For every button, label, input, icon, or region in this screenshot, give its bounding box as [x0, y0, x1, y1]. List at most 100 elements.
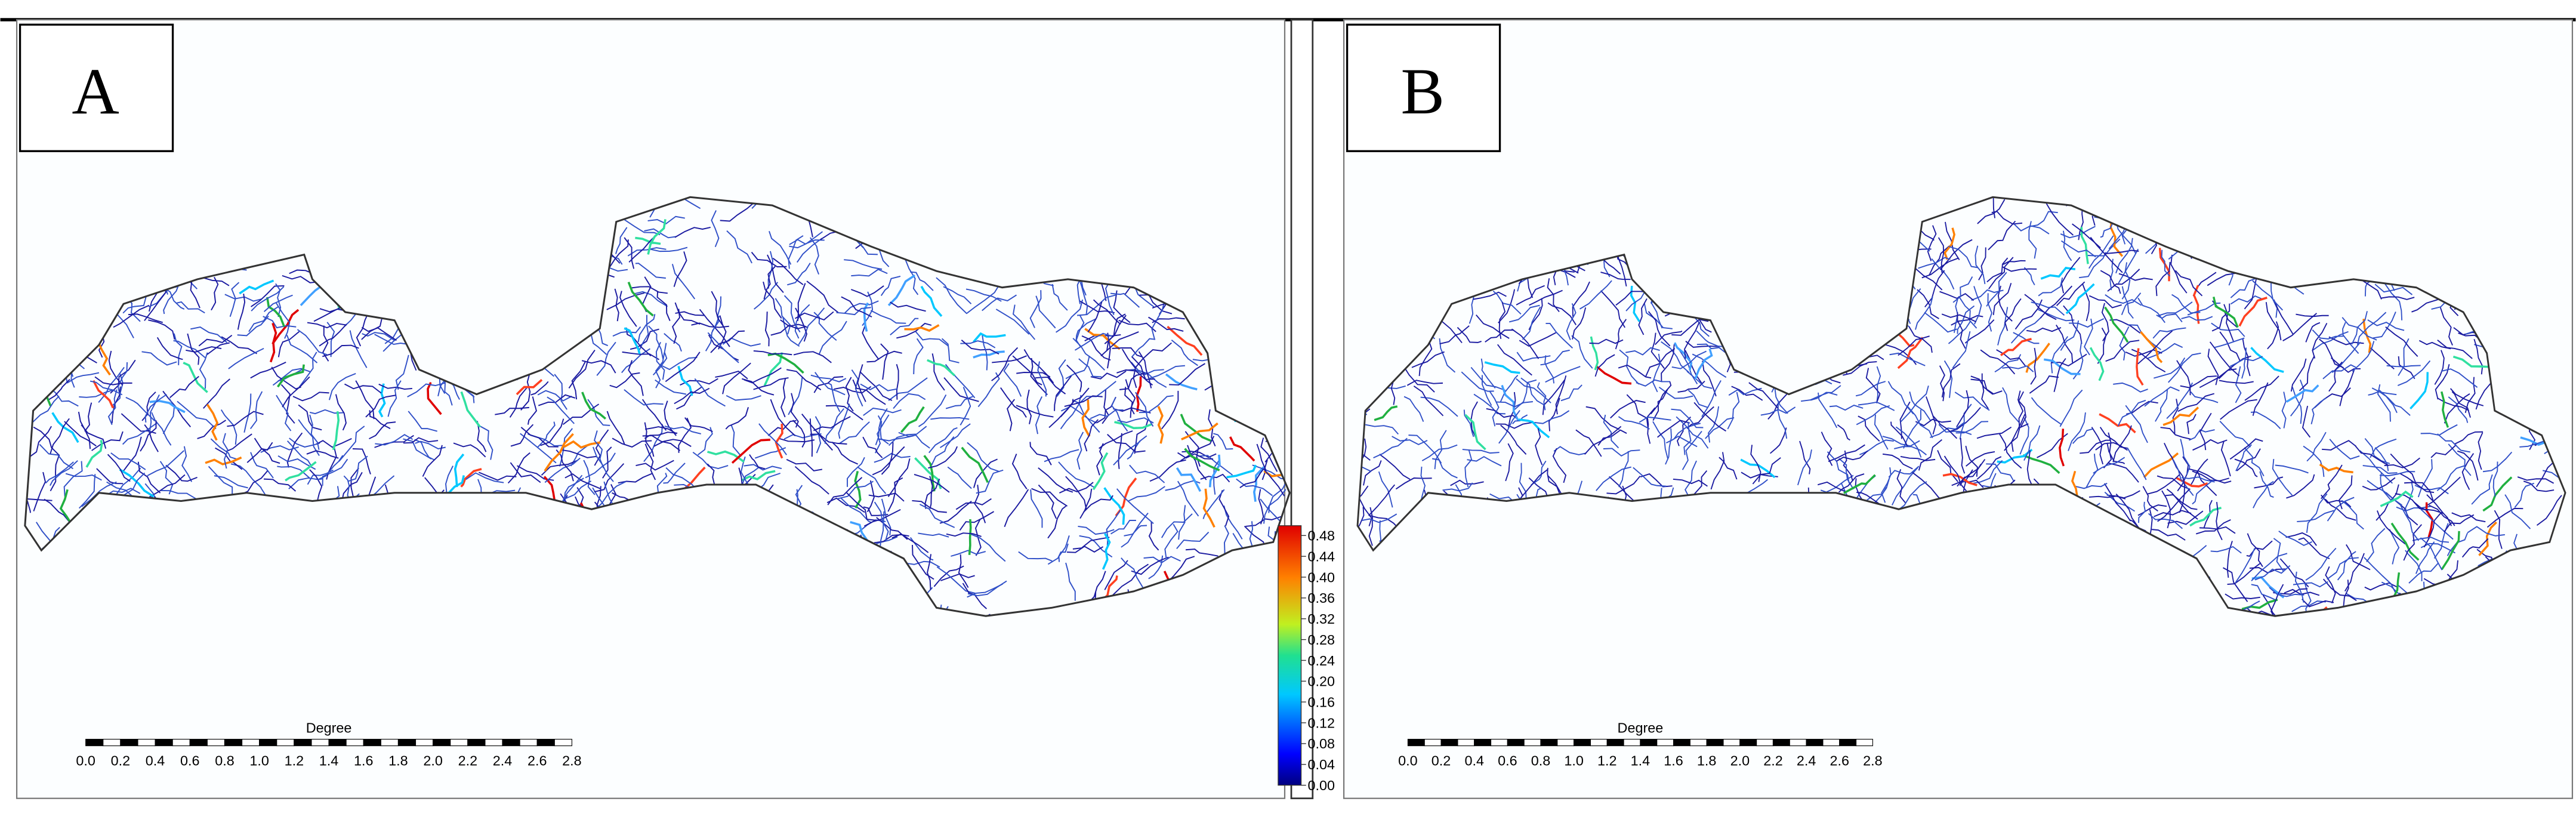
- river: [770, 325, 807, 336]
- river: [1606, 476, 1641, 495]
- river: [1110, 520, 1136, 535]
- river: [275, 283, 282, 318]
- river: [918, 532, 949, 538]
- river: [2241, 347, 2247, 379]
- river: [868, 492, 905, 502]
- river: [554, 374, 567, 410]
- river: [2014, 299, 2043, 330]
- river: [2099, 413, 2136, 434]
- river: [2028, 221, 2037, 259]
- river: [764, 312, 770, 347]
- river: [652, 343, 668, 376]
- colorbar-tick-label: 0.24: [1308, 653, 1335, 668]
- river: [1482, 375, 1492, 406]
- river: [1489, 390, 1500, 427]
- scale-segment: [155, 739, 173, 747]
- river: [263, 294, 293, 312]
- river: [280, 384, 295, 424]
- scale-segment: [450, 739, 468, 747]
- river: [1951, 479, 1984, 488]
- river: [422, 445, 443, 477]
- river: [141, 351, 177, 366]
- river: [2060, 320, 2080, 351]
- river: [659, 356, 698, 371]
- river: [1131, 338, 1156, 357]
- river: [961, 446, 989, 483]
- river: [2259, 471, 2274, 498]
- river: [1895, 481, 1927, 513]
- colorbar-tick-label: 0.16: [1308, 694, 1335, 710]
- river: [1589, 338, 1624, 344]
- river: [1981, 373, 1989, 409]
- river: [403, 437, 439, 444]
- river: [1898, 335, 1930, 356]
- river: [1682, 430, 1702, 470]
- river: [1643, 303, 1673, 329]
- river: [1887, 381, 1914, 415]
- scale-segment: [1640, 739, 1658, 747]
- river: [2467, 526, 2505, 537]
- river: [931, 436, 955, 466]
- river: [1677, 380, 1705, 393]
- river: [1727, 392, 1740, 430]
- river: [890, 301, 926, 312]
- river: [1603, 448, 1640, 457]
- river: [2148, 513, 2183, 529]
- river: [2144, 386, 2180, 407]
- river: [2056, 281, 2086, 306]
- river: [806, 281, 839, 313]
- river: [148, 319, 175, 340]
- scale-segment: [1856, 739, 1873, 747]
- river: [2060, 257, 2081, 294]
- river: [866, 480, 875, 513]
- river: [836, 307, 871, 316]
- river: [664, 333, 682, 352]
- river: [48, 378, 70, 400]
- river: [2303, 445, 2325, 477]
- scale-tick-label: 0.2: [111, 753, 131, 769]
- river: [2299, 355, 2315, 392]
- river: [1516, 285, 1545, 306]
- river: [2115, 493, 2139, 528]
- river: [991, 347, 1019, 381]
- river: [1463, 409, 1474, 437]
- river: [1378, 471, 1393, 508]
- river: [1208, 454, 1221, 488]
- river: [1686, 406, 1714, 429]
- river: [1157, 406, 1164, 444]
- scale-segment: [224, 739, 243, 747]
- river: [2312, 329, 2344, 340]
- river: [530, 381, 549, 396]
- river: [520, 374, 531, 411]
- river: [1534, 410, 1570, 424]
- river: [905, 259, 919, 295]
- catchment-outline: [1356, 196, 2566, 617]
- river: [81, 481, 117, 507]
- river: [783, 433, 822, 440]
- river: [2026, 450, 2034, 488]
- river: [1610, 400, 1646, 419]
- river: [1054, 375, 1072, 411]
- scale-segment: [1606, 739, 1624, 747]
- river: [2449, 388, 2484, 406]
- river: [1476, 315, 1510, 339]
- river: [2327, 557, 2359, 580]
- river: [846, 492, 876, 521]
- river: [581, 360, 616, 374]
- scale-segment: [1574, 739, 1591, 747]
- river: [1693, 402, 1726, 432]
- river: [2093, 457, 2125, 474]
- river: [1072, 399, 1100, 433]
- river: [753, 377, 789, 390]
- river: [2138, 501, 2146, 523]
- river: [2339, 368, 2355, 406]
- river: [480, 426, 493, 460]
- river: [2292, 387, 2303, 424]
- scale-tick-label: 2.0: [423, 753, 443, 769]
- river: [2399, 504, 2419, 541]
- river: [1652, 353, 1661, 393]
- river: [1076, 294, 1116, 316]
- river: [787, 263, 811, 286]
- river: [850, 285, 884, 297]
- river: [1121, 349, 1137, 389]
